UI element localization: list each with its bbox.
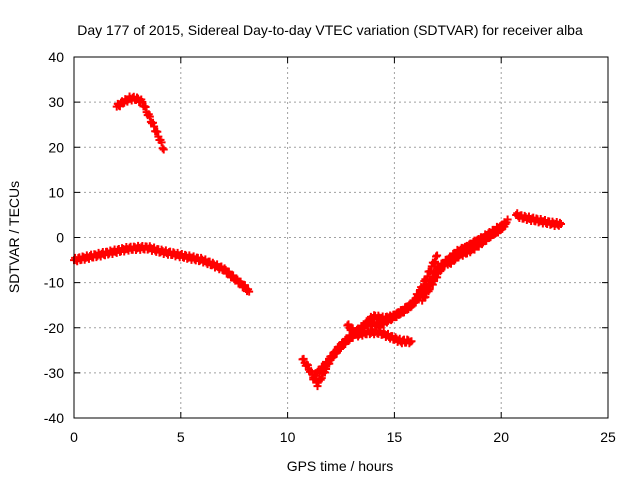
data-point (150, 122, 159, 131)
chart-title: Day 177 of 2015, Sidereal Day-to-day VTE… (77, 22, 583, 38)
y-tick-label: 30 (48, 94, 64, 110)
data-point (394, 310, 403, 319)
data-point (141, 102, 150, 111)
data-point (245, 287, 254, 296)
data-point (425, 285, 434, 294)
y-tick-label: -20 (44, 320, 64, 336)
y-axis-label: SDTVAR / TECUs (6, 181, 22, 293)
data-point (157, 138, 166, 147)
y-tick-label: 0 (56, 230, 64, 246)
data-point (149, 118, 158, 127)
x-axis-label: GPS time / hours (287, 458, 394, 474)
data-point (489, 230, 498, 239)
data-point (145, 112, 154, 121)
data-point (419, 282, 428, 291)
data-point (433, 251, 442, 260)
y-tick-label: 20 (48, 139, 64, 155)
data-point (315, 368, 324, 377)
data-point (557, 219, 566, 228)
x-tick-label: 10 (280, 429, 296, 445)
data-point (324, 359, 333, 368)
data-point (313, 382, 322, 391)
data-point (450, 256, 459, 265)
data-point (437, 265, 446, 274)
data-point (316, 375, 325, 384)
data-point (303, 361, 312, 370)
data-point (232, 274, 241, 283)
data-point (421, 293, 430, 302)
data-point (414, 290, 423, 299)
x-tick-label: 0 (70, 429, 78, 445)
grid (74, 57, 608, 418)
axis-ticks: 0 5 10 15 20 25 -40 -30 -20 -10 0 10 20 30 40 (44, 49, 616, 445)
data-point (503, 215, 512, 224)
y-tick-label: -10 (44, 275, 64, 291)
series-arc-7 (443, 215, 512, 269)
data-point (436, 267, 445, 276)
x-tick-label: 20 (493, 429, 509, 445)
y-tick-label: 40 (48, 49, 64, 65)
data-point (430, 257, 439, 266)
series-arc-8 (512, 209, 566, 230)
x-tick-label: 5 (177, 429, 185, 445)
data-point (153, 127, 162, 136)
data-point (299, 354, 308, 363)
data-point (501, 219, 510, 228)
data-point (433, 273, 442, 282)
data-point (240, 281, 249, 290)
data-point (429, 259, 438, 268)
data-point (158, 144, 167, 153)
data-point (426, 267, 435, 276)
data-point (327, 354, 336, 363)
data-point (407, 302, 416, 311)
data-point (498, 224, 507, 233)
y-tick-label: 10 (48, 184, 64, 200)
data-point (317, 374, 326, 383)
y-tick-label: -40 (44, 410, 64, 426)
data-point (159, 145, 168, 154)
data-point (423, 272, 432, 281)
series-arc-2 (70, 241, 254, 296)
series-arc-1 (112, 92, 168, 154)
x-tick-label: 25 (600, 429, 616, 445)
x-tick-label: 15 (387, 429, 403, 445)
series-arc-4 (309, 251, 442, 382)
data-point (555, 218, 564, 227)
data-point (220, 264, 229, 273)
data-points (70, 92, 566, 391)
data-point (407, 337, 416, 346)
series-arc-5 (343, 320, 416, 348)
y-tick-label: -30 (44, 365, 64, 381)
data-point (138, 98, 147, 107)
